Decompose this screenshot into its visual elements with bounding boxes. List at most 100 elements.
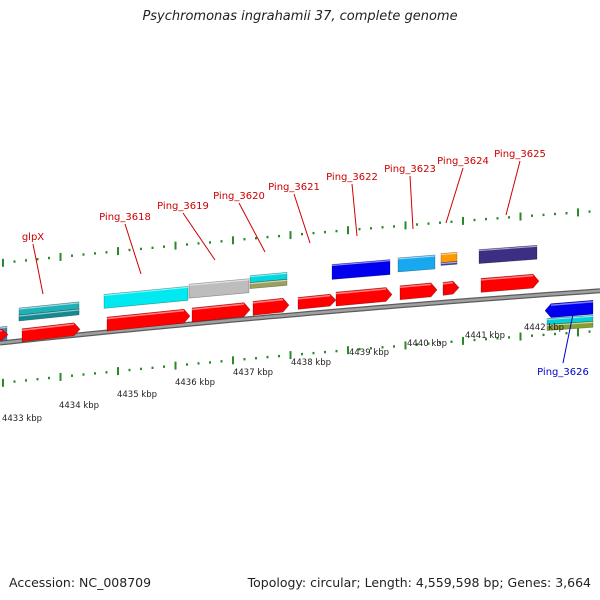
outer-tick [2, 258, 4, 267]
gene-label: Ping_3618 [99, 212, 151, 223]
outer-tick [117, 247, 119, 256]
gene-label: Ping_3622 [326, 172, 378, 183]
feature-layer [0, 244, 594, 343]
outer-tick [243, 238, 246, 241]
outer-tick [393, 225, 395, 228]
scale-label: 4433 kbp [2, 414, 42, 424]
outer-tick [232, 236, 234, 245]
inner-tick [404, 341, 407, 350]
outer-tick [128, 248, 131, 252]
feature-bar-shine [478, 245, 538, 252]
outer-tick [485, 217, 487, 221]
outer-tick [335, 229, 338, 233]
outer-tick [278, 234, 280, 238]
feature-bar-shine [249, 279, 288, 285]
gene-leader-line [293, 193, 311, 244]
outer-tick [220, 240, 223, 243]
cds-arrow-shine [442, 281, 454, 285]
inner-tick [140, 367, 142, 371]
outer-tick [347, 226, 349, 235]
gene-label-layer: glpX Ping_3618 Ping_3619 Ping_3620Ping_3621… [22, 149, 589, 378]
outer-tick [588, 210, 591, 213]
gene-label: Ping_3624 [437, 156, 489, 167]
inner-tick [565, 332, 568, 335]
cds-arrow-shine [399, 283, 432, 289]
inner-tick [462, 336, 464, 345]
inner-tick [485, 337, 487, 341]
feature-bar-shine [188, 279, 250, 286]
outer-tick [255, 237, 257, 240]
outer-tick [140, 247, 142, 251]
gene-label: Ping_3623 [384, 164, 436, 175]
inner-tick [278, 354, 280, 358]
outer-tick [71, 254, 73, 257]
cds-arrow [21, 322, 81, 343]
outer-tick [462, 216, 464, 225]
cds-arrow-shine [480, 274, 534, 281]
outer-tick [577, 208, 579, 217]
topology-text: Topology: circular; Length: 4,559,598 bp… [247, 575, 591, 590]
outer-tick [174, 241, 177, 250]
inner-tick [381, 346, 384, 349]
outer-tick [450, 220, 453, 223]
inner-tick [577, 328, 579, 337]
inner-tick [48, 376, 50, 380]
outer-tick [404, 221, 407, 230]
feature-bar [249, 272, 288, 283]
inner-tick [186, 363, 188, 366]
outer-tick [48, 256, 50, 260]
outer-tick [59, 252, 62, 261]
outer-tick [13, 260, 16, 263]
outer-tick [151, 246, 154, 249]
inner-tick [531, 334, 533, 337]
scale-label: 4435 kbp [117, 390, 157, 400]
inner-tick [289, 351, 292, 360]
inner-tick [151, 366, 154, 369]
gene-leader-line [505, 160, 521, 216]
scale-label: 4436 kbp [175, 378, 215, 388]
gene-label: Ping_3620 [213, 191, 265, 202]
gene-leader-line [445, 167, 464, 224]
feature-bar-shine [331, 260, 391, 267]
cds-arrow-shine [297, 294, 331, 300]
feature-bar [188, 278, 250, 299]
inner-tick [416, 343, 418, 346]
inner-tick [427, 342, 430, 345]
outer-tick [381, 226, 384, 229]
inner-tick [117, 367, 119, 376]
outer-tick [186, 243, 188, 246]
inner-tick [197, 362, 200, 365]
outer-tick [94, 252, 96, 255]
outer-tick [289, 231, 292, 240]
outer-tick [508, 216, 510, 219]
inner-tick [2, 378, 4, 387]
inner-tick [450, 340, 453, 343]
outer-tick [312, 231, 315, 235]
inner-tick-track [2, 328, 591, 387]
cds-arrow [442, 280, 460, 296]
feature-bar-shine [18, 302, 80, 310]
backbone-layer [0, 288, 600, 346]
inner-tick [220, 360, 223, 363]
reverse-feature-bar-shine [546, 321, 594, 327]
cds-arrow-shine [106, 309, 185, 320]
feature-bar-shine [103, 286, 189, 297]
gene-label: Ping_3626 [537, 367, 589, 378]
outer-tick [542, 213, 545, 217]
gene-leader-line [238, 202, 266, 253]
inner-tick [128, 368, 131, 372]
reverse-feature-bar-shine [546, 315, 594, 321]
outer-tick-track [2, 208, 591, 267]
scale-label: 4441 kbp [465, 331, 505, 341]
scale-label: 4438 kbp [291, 358, 331, 368]
outer-tick [496, 217, 499, 220]
outer-tick [439, 221, 441, 224]
gene-leader-line [32, 243, 44, 295]
inner-tick [473, 338, 476, 342]
cds-arrow-shine [21, 323, 75, 331]
inner-tick [335, 349, 338, 353]
inner-tick [508, 336, 510, 339]
outer-tick [197, 242, 200, 245]
cds-arrow [106, 308, 191, 332]
inner-tick [25, 379, 27, 382]
